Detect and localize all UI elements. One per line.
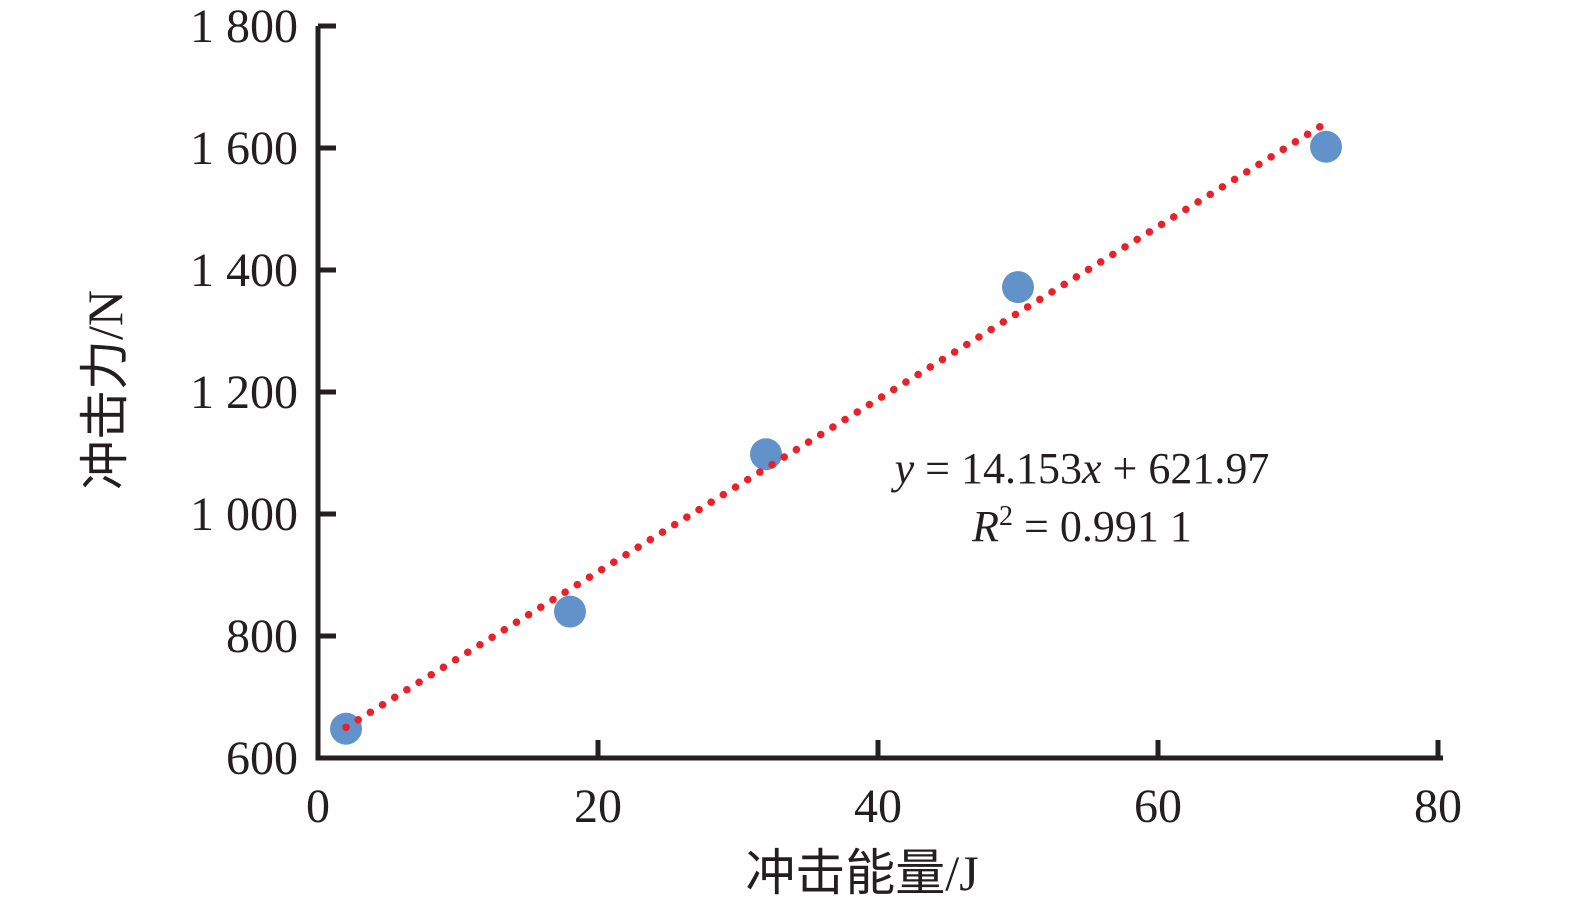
x-tick-label: 80: [1414, 780, 1462, 833]
y-axis-title: 冲击力/N: [77, 290, 133, 490]
y-tick-label: 1 800: [190, 0, 298, 53]
r-squared-text: R2 = 0.991 1: [971, 501, 1192, 551]
y-tick-label: 1 200: [190, 366, 298, 419]
y-tick-label: 600: [226, 732, 298, 785]
x-tick-label: 0: [306, 780, 330, 833]
y-tick-label: 1 400: [190, 244, 298, 297]
equation-segment: + 621.97: [1102, 444, 1270, 493]
x-tick-label: 40: [854, 780, 902, 833]
axes-frame: [315, 26, 1443, 761]
y-tick-label: 1 000: [190, 488, 298, 541]
y-tick-label: 800: [226, 610, 298, 663]
equation-segment: y: [891, 444, 915, 493]
equation-segment: 2: [999, 501, 1013, 532]
x-axis-title: 冲击能量/J: [745, 845, 978, 901]
data-point: [1310, 130, 1342, 163]
data-point: [1002, 271, 1034, 304]
equation-segment: R: [971, 502, 999, 551]
data-point: [554, 595, 586, 628]
y-tick-label: 1 600: [190, 122, 298, 175]
data-point: [750, 438, 782, 471]
equation-segment: = 0.991 1: [1013, 502, 1192, 551]
x-tick-label: 20: [574, 780, 622, 833]
equation-text: y = 14.153x + 621.97: [891, 444, 1270, 493]
trend-line: [342, 116, 1334, 732]
x-tick-label: 60: [1134, 780, 1182, 833]
equation-segment: x: [1081, 444, 1102, 493]
equation-segment: = 14.153: [914, 444, 1082, 493]
